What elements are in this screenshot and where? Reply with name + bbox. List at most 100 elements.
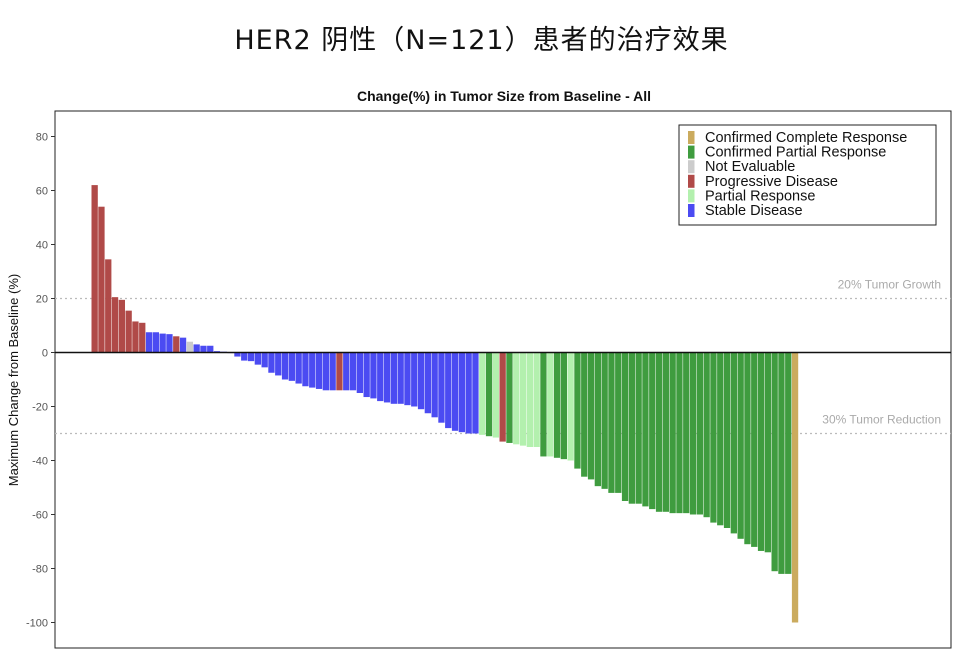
bar — [642, 352, 649, 507]
bar — [649, 352, 656, 510]
bar — [608, 352, 615, 493]
bar — [526, 352, 533, 447]
bar — [349, 352, 357, 391]
bar — [703, 352, 710, 518]
bar — [499, 352, 506, 442]
y-tick-label: -80 — [32, 564, 48, 576]
bar — [791, 352, 799, 623]
reference-label: 30% Tumor Reduction — [822, 413, 941, 427]
bar — [424, 352, 431, 414]
bar — [662, 352, 669, 512]
legend-label: Confirmed Complete Response — [705, 130, 907, 146]
bar — [621, 352, 629, 501]
legend-label: Not Evaluable — [705, 159, 795, 175]
bar — [587, 352, 595, 480]
bar — [247, 352, 255, 362]
bar — [492, 352, 499, 438]
legend-swatch — [688, 131, 695, 144]
bar — [547, 352, 554, 457]
bar — [581, 352, 588, 477]
bar — [281, 352, 289, 380]
bar — [159, 333, 166, 353]
bar — [125, 310, 132, 353]
bar — [207, 345, 214, 353]
bar — [139, 322, 146, 353]
bar — [404, 352, 411, 406]
bars — [91, 185, 799, 623]
bar — [513, 352, 520, 445]
page-title: HER2 阴性（N=121）患者的治疗效果 — [234, 25, 729, 56]
bar — [655, 352, 663, 512]
bar — [383, 352, 391, 403]
y-tick-label: 80 — [36, 132, 48, 144]
bar — [635, 352, 642, 504]
bar — [628, 352, 635, 504]
bar — [553, 352, 561, 458]
bar — [778, 352, 785, 574]
reference-lines — [55, 297, 951, 435]
bar — [275, 352, 282, 376]
reference-label: 20% Tumor Growth — [838, 278, 941, 292]
bar — [458, 352, 465, 433]
bar — [730, 352, 737, 534]
bar — [179, 337, 187, 353]
bar — [785, 352, 792, 574]
legend-label: Confirmed Partial Response — [705, 145, 886, 161]
bar — [336, 352, 343, 391]
bar — [540, 352, 547, 457]
bar — [315, 352, 323, 389]
bar — [193, 344, 200, 353]
y-tick-label: 60 — [36, 186, 48, 198]
legend-swatch — [688, 189, 695, 203]
bar — [152, 332, 159, 353]
y-tick-label: -60 — [32, 510, 48, 522]
y-tick-label: 40 — [36, 240, 48, 252]
y-tick-label: -40 — [32, 456, 48, 468]
legend-label: Stable Disease — [705, 203, 803, 219]
bar — [411, 352, 418, 407]
bar — [145, 332, 153, 353]
bar — [200, 345, 207, 353]
bar — [567, 352, 574, 461]
bar — [302, 352, 309, 387]
bar — [764, 352, 771, 553]
y-tick-label: 20 — [36, 294, 48, 306]
bar — [445, 352, 452, 429]
bar — [506, 352, 513, 443]
bar — [683, 352, 690, 514]
bar — [173, 336, 180, 353]
bar — [254, 352, 261, 365]
bar — [118, 299, 125, 353]
bar — [390, 352, 397, 404]
bar — [451, 352, 459, 431]
legend-swatch — [688, 160, 695, 174]
bar — [479, 352, 486, 435]
chart-title: Change(%) in Tumor Size from Baseline - … — [357, 88, 651, 104]
bar — [322, 352, 329, 391]
bar — [234, 352, 241, 357]
bar — [601, 352, 608, 489]
bar — [438, 352, 445, 423]
bar — [105, 259, 112, 353]
bar — [132, 321, 139, 353]
bar — [111, 297, 119, 353]
bar — [98, 206, 105, 353]
bar — [329, 352, 336, 391]
bar — [737, 352, 744, 539]
bar — [343, 352, 350, 391]
bar — [669, 352, 676, 514]
legend-swatch — [688, 174, 695, 188]
bar — [377, 352, 384, 402]
legend-label: Partial Response — [705, 188, 815, 204]
y-axis-label: Maximum Change from Baseline (%) — [6, 274, 21, 486]
bar — [166, 334, 173, 353]
bar — [723, 352, 731, 528]
bar — [519, 352, 527, 446]
bar — [417, 352, 425, 410]
bar — [594, 352, 601, 487]
bar — [261, 352, 268, 368]
y-tick-label: -20 — [32, 402, 48, 414]
bar — [363, 352, 370, 398]
bar — [397, 352, 404, 404]
